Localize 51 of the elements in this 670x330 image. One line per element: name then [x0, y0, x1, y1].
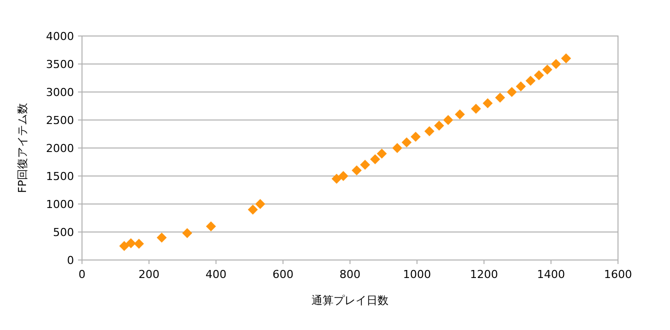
y-tick-label: 500	[53, 226, 74, 239]
point	[376, 148, 387, 159]
x-tick-label: 600	[272, 268, 294, 281]
point	[470, 104, 481, 114]
y-tick-label: 3500	[46, 58, 74, 71]
point	[561, 53, 572, 64]
x-tick-label: 1200	[470, 268, 498, 281]
point	[506, 87, 517, 97]
point	[156, 232, 167, 243]
point	[434, 120, 444, 131]
x-tick-label: 1400	[537, 268, 565, 281]
x-tick-label: 200	[138, 268, 160, 281]
y-tick-label: 2000	[46, 142, 74, 155]
point	[248, 204, 258, 215]
point	[542, 64, 552, 75]
point	[352, 165, 362, 176]
y-tick-label: 2500	[46, 114, 74, 127]
y-tick-label: 1500	[46, 170, 74, 183]
point	[424, 126, 434, 136]
x-tick-label: 400	[206, 268, 226, 281]
point	[495, 92, 506, 103]
point	[443, 115, 454, 125]
point	[255, 199, 266, 209]
point	[402, 137, 412, 148]
x-tick-label: 0	[78, 268, 86, 281]
point	[482, 98, 493, 108]
point	[526, 76, 536, 86]
point	[410, 132, 421, 142]
x-tick-label: 1600	[604, 268, 632, 281]
y-axis-title: FP回復アイテム数	[16, 103, 29, 193]
y-tick-label: 1000	[46, 198, 74, 211]
point	[338, 171, 348, 181]
y-tick-label: 4000	[46, 30, 74, 43]
x-tick-label: 1000	[403, 268, 431, 281]
point	[516, 81, 526, 92]
y-tick-label: 0	[67, 254, 74, 267]
point	[454, 109, 465, 120]
x-tick-label: 800	[340, 268, 360, 281]
point	[206, 221, 216, 232]
point	[332, 174, 342, 184]
point	[126, 238, 136, 248]
point	[370, 154, 380, 164]
point	[360, 160, 370, 170]
point	[119, 241, 130, 251]
point	[551, 59, 562, 69]
point	[182, 228, 192, 238]
point	[134, 238, 144, 249]
point	[534, 70, 544, 80]
point	[392, 143, 402, 153]
y-tick-label: 3000	[46, 86, 74, 99]
x-axis-title: 通算プレイ日数	[312, 294, 388, 307]
